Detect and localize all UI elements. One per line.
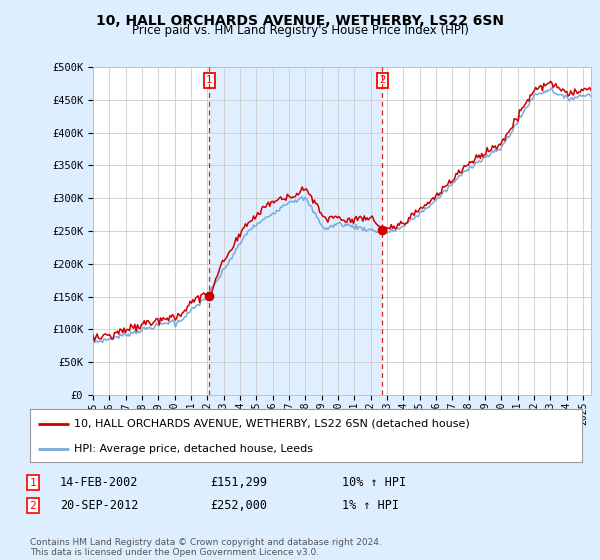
Text: 10, HALL ORCHARDS AVENUE, WETHERBY, LS22 6SN (detached house): 10, HALL ORCHARDS AVENUE, WETHERBY, LS22… — [74, 419, 470, 429]
Text: £151,299: £151,299 — [210, 476, 267, 489]
Bar — [209, 67, 382, 395]
Text: 1: 1 — [29, 478, 37, 488]
Text: 2: 2 — [379, 76, 385, 85]
Text: 20-SEP-2012: 20-SEP-2012 — [60, 499, 139, 512]
Text: 1% ↑ HPI: 1% ↑ HPI — [342, 499, 399, 512]
Text: 10, HALL ORCHARDS AVENUE, WETHERBY, LS22 6SN: 10, HALL ORCHARDS AVENUE, WETHERBY, LS22… — [96, 14, 504, 28]
Text: Contains HM Land Registry data © Crown copyright and database right 2024.
This d: Contains HM Land Registry data © Crown c… — [30, 538, 382, 557]
Text: 14-FEB-2002: 14-FEB-2002 — [60, 476, 139, 489]
Text: £252,000: £252,000 — [210, 499, 267, 512]
Text: Price paid vs. HM Land Registry's House Price Index (HPI): Price paid vs. HM Land Registry's House … — [131, 24, 469, 37]
Text: 10% ↑ HPI: 10% ↑ HPI — [342, 476, 406, 489]
Text: HPI: Average price, detached house, Leeds: HPI: Average price, detached house, Leed… — [74, 444, 313, 454]
Text: 2: 2 — [29, 501, 37, 511]
Text: 1: 1 — [206, 76, 212, 85]
